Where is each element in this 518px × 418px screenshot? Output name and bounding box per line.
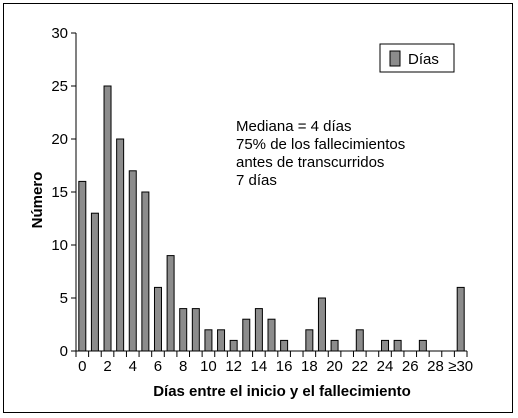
bar-0 — [78, 180, 87, 352]
x-axis-title: Días entre el inicio y el fallecimiento — [153, 383, 411, 400]
x-tick-label: 16 — [276, 358, 293, 375]
x-tick-label: 0 — [78, 358, 86, 375]
y-tick-label: 30 — [51, 25, 68, 42]
bar-2 — [103, 85, 112, 352]
x-tick-label: 28 — [427, 358, 444, 375]
bar-11 — [217, 329, 226, 352]
x-tick-label: 14 — [251, 358, 268, 375]
x-tick-label: 8 — [179, 358, 187, 375]
bar-25 — [393, 339, 402, 352]
y-tick-label: 25 — [51, 78, 68, 95]
bar-16 — [280, 339, 289, 352]
annotation-line-3: antes de transcurridos — [236, 154, 384, 171]
x-tick-label: ≥30 — [448, 358, 473, 375]
bar-12 — [229, 339, 238, 352]
y-tick-label: 10 — [51, 237, 68, 254]
legend: Días — [379, 43, 455, 73]
bar-13 — [242, 318, 251, 352]
bar-≥30 — [456, 286, 465, 352]
bar-18 — [305, 329, 314, 352]
x-tick-label: 22 — [351, 358, 368, 375]
annotation-line-4: 7 días — [236, 172, 277, 189]
bar-27 — [418, 339, 427, 352]
bar-4 — [128, 170, 137, 352]
y-tick-label: 20 — [51, 131, 68, 148]
legend-label: Días — [408, 51, 439, 68]
x-tick-label: 12 — [225, 358, 242, 375]
x-tick-label: 26 — [402, 358, 419, 375]
bar-14 — [254, 308, 263, 352]
bar-15 — [267, 318, 276, 352]
x-tick-label: 4 — [129, 358, 137, 375]
x-tick-label: 2 — [103, 358, 111, 375]
y-axis-ticks: 0 5 10 15 20 25 30 — [51, 25, 76, 360]
chart-frame — [3, 3, 513, 413]
y-tick-label: 15 — [51, 184, 68, 201]
annotation: Mediana = 4 días 75% de los fallecimient… — [236, 118, 405, 189]
x-axis-ticks: 0 2 4 6 8 10 12 14 16 18 20 22 24 26 28 ≥30 — [75, 351, 473, 375]
y-axis-title: Número — [29, 172, 46, 229]
annotation-line-2: 75% de los fallecimientos — [236, 136, 405, 153]
y-tick-label: 5 — [60, 290, 68, 307]
x-tick-label: 18 — [301, 358, 318, 375]
x-tick-label: 10 — [200, 358, 217, 375]
bar-5 — [141, 191, 150, 352]
x-tick-label: 6 — [154, 358, 162, 375]
annotation-line-1: Mediana = 4 días — [236, 118, 352, 135]
bar-20 — [330, 339, 339, 352]
y-tick-label: 0 — [60, 343, 68, 360]
legend-swatch — [389, 50, 401, 67]
bar-7 — [166, 255, 175, 352]
bar-1 — [90, 212, 99, 352]
bar-10 — [204, 329, 213, 352]
x-tick-label: 24 — [377, 358, 394, 375]
bar-19 — [317, 297, 326, 352]
bar-8 — [179, 308, 188, 352]
bar-6 — [153, 286, 162, 352]
bar-22 — [355, 329, 364, 352]
bar-24 — [381, 339, 390, 352]
bar-9 — [191, 308, 200, 352]
bar-3 — [116, 138, 125, 352]
x-tick-label: 20 — [326, 358, 343, 375]
